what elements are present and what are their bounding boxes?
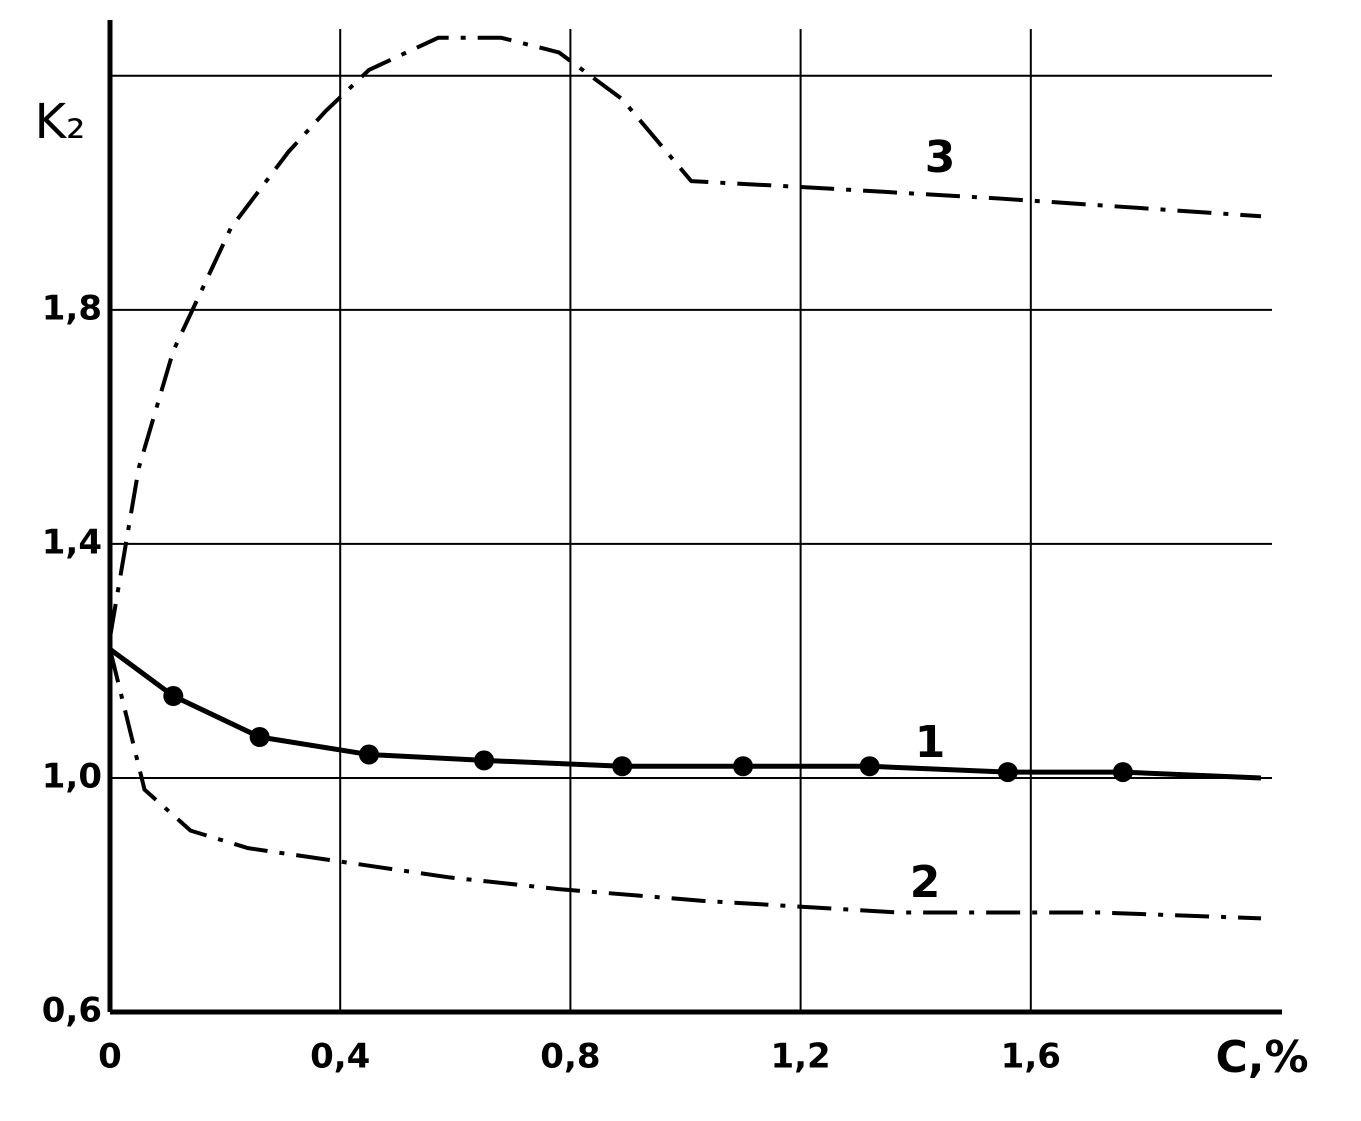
data-point: [358, 744, 379, 765]
y-tick-label: 1,4: [42, 522, 102, 562]
data-point: [997, 762, 1018, 783]
data-point: [163, 686, 184, 707]
x-tick-label: 0: [98, 1037, 122, 1077]
series-line: [108, 35, 1262, 638]
data-point: [733, 756, 754, 777]
y-axis-label: K₂: [35, 94, 86, 150]
data-point: [474, 750, 495, 771]
series-label: 3: [925, 132, 956, 183]
x-tick-label: 1,2: [770, 1037, 830, 1077]
data-point: [1112, 762, 1133, 783]
series-line: [108, 647, 1262, 781]
series-label: 1: [915, 717, 946, 768]
x-axis-label: C,%: [1215, 1032, 1308, 1083]
y-tick-label: 1,8: [42, 288, 102, 328]
data-point: [859, 756, 880, 777]
series-line: [108, 648, 1262, 921]
x-tick-label: 0,4: [310, 1037, 370, 1077]
data-point: [612, 756, 633, 777]
y-tick-label: 1,0: [42, 756, 102, 796]
y-tick-label: 0,6: [42, 991, 102, 1031]
x-tick-label: 0,8: [540, 1037, 600, 1077]
x-tick-label: 1,6: [1001, 1037, 1061, 1077]
series-label: 2: [910, 857, 941, 908]
data-point: [249, 726, 270, 747]
